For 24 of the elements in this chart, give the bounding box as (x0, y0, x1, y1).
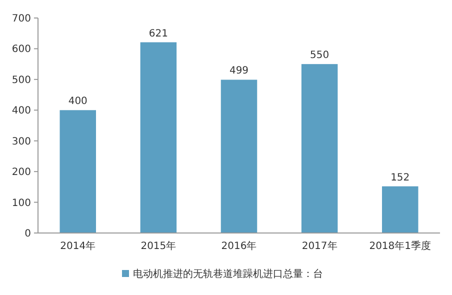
y-tick-label: 100 (12, 198, 31, 209)
y-tick-label: 300 (12, 136, 31, 148)
y-tick-label: 600 (12, 44, 31, 56)
y-tick-label: 400 (12, 106, 31, 117)
x-tick-label: 2015年 (140, 240, 176, 252)
y-tick-label: 700 (12, 14, 31, 24)
x-tick-label: 2017年 (302, 240, 338, 252)
x-tick-label: 2016年 (221, 240, 257, 252)
bar (140, 42, 177, 233)
x-tick-label: 2018年1季度 (369, 240, 432, 252)
data-label: 550 (310, 50, 330, 62)
data-label: 499 (229, 66, 249, 77)
data-label: 152 (390, 172, 410, 184)
bar (60, 110, 96, 233)
bar (382, 186, 418, 233)
y-tick-label: 200 (12, 167, 31, 178)
data-label: 400 (68, 96, 88, 108)
x-tick-label: 2014年 (60, 240, 96, 252)
data-label: 621 (148, 28, 168, 40)
y-tick-label: 0 (24, 228, 31, 240)
legend-label: 电动机推进的无轨巷道堆躁机进口总量：台 (133, 268, 323, 280)
bar (301, 64, 338, 233)
y-tick-label: 500 (12, 74, 31, 86)
bar (220, 80, 258, 233)
